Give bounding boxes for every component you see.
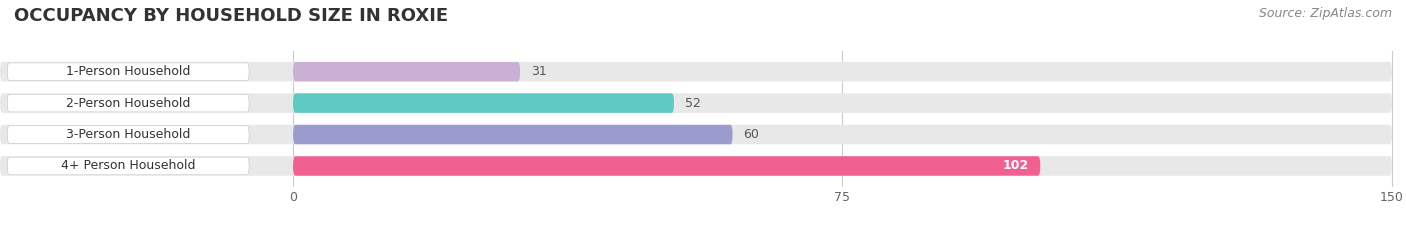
Text: 2-Person Household: 2-Person Household [66, 97, 190, 110]
Text: 1-Person Household: 1-Person Household [66, 65, 190, 78]
Text: 60: 60 [744, 128, 759, 141]
FancyBboxPatch shape [7, 63, 249, 80]
Text: Source: ZipAtlas.com: Source: ZipAtlas.com [1258, 7, 1392, 20]
FancyBboxPatch shape [7, 126, 249, 143]
Text: 31: 31 [531, 65, 547, 78]
Text: OCCUPANCY BY HOUSEHOLD SIZE IN ROXIE: OCCUPANCY BY HOUSEHOLD SIZE IN ROXIE [14, 7, 449, 25]
Text: 4+ Person Household: 4+ Person Household [60, 159, 195, 172]
Text: 3-Person Household: 3-Person Household [66, 128, 190, 141]
FancyBboxPatch shape [0, 93, 1392, 113]
FancyBboxPatch shape [7, 94, 249, 112]
FancyBboxPatch shape [7, 157, 249, 175]
FancyBboxPatch shape [0, 125, 1392, 144]
FancyBboxPatch shape [292, 62, 520, 81]
FancyBboxPatch shape [292, 125, 733, 144]
Text: 52: 52 [685, 97, 700, 110]
FancyBboxPatch shape [292, 156, 1040, 176]
Text: 102: 102 [1002, 159, 1029, 172]
FancyBboxPatch shape [0, 156, 1392, 176]
FancyBboxPatch shape [0, 62, 1392, 81]
FancyBboxPatch shape [292, 93, 673, 113]
